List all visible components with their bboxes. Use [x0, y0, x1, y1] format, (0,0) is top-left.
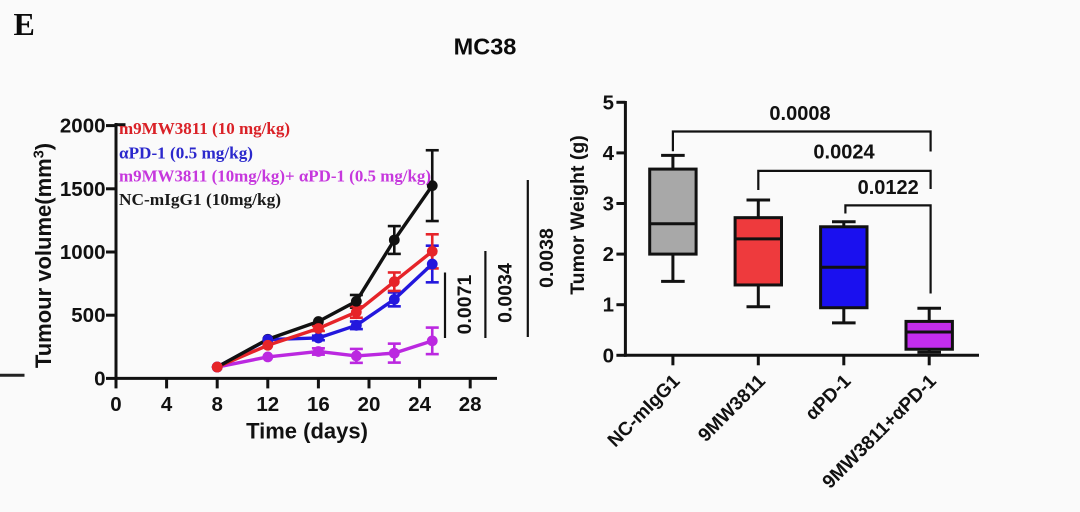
svg-text:0: 0: [110, 393, 121, 416]
svg-text:Time (days): Time (days): [246, 419, 368, 444]
svg-text:0.0122: 0.0122: [858, 177, 919, 199]
svg-text:500: 500: [71, 304, 105, 327]
svg-text:28: 28: [459, 393, 482, 416]
svg-text:αPD-1 (0.5 mg/kg): αPD-1 (0.5 mg/kg): [119, 143, 253, 162]
svg-text:4: 4: [161, 393, 173, 416]
svg-text:0: 0: [94, 367, 105, 390]
svg-text:MC38: MC38: [454, 34, 517, 60]
svg-text:3: 3: [603, 193, 614, 216]
svg-text:8: 8: [211, 393, 222, 416]
svg-text:m9MW3811 (10mg/kg)+ αPD-1 (0.5: m9MW3811 (10mg/kg)+ αPD-1 (0.5 mg/kg): [119, 167, 431, 186]
svg-text:5: 5: [603, 91, 614, 114]
svg-text:2: 2: [603, 243, 614, 266]
svg-text:0.0071: 0.0071: [454, 275, 476, 335]
svg-text:1500: 1500: [60, 178, 106, 201]
svg-text:m9MW3811 (10 mg/kg): m9MW3811 (10 mg/kg): [119, 119, 290, 138]
svg-text:4: 4: [603, 142, 615, 165]
svg-text:0.0024: 0.0024: [813, 142, 875, 164]
svg-text:1000: 1000: [60, 241, 106, 264]
svg-text:0.0008: 0.0008: [769, 103, 830, 125]
svg-text:E: E: [14, 6, 35, 42]
svg-text:12: 12: [256, 393, 279, 416]
svg-text:Tumour volume(mm3): Tumour volume(mm3): [31, 143, 56, 368]
svg-text:0.0038: 0.0038: [536, 228, 558, 288]
svg-text:24: 24: [408, 393, 431, 416]
svg-text:Tumor Weight (g): Tumor Weight (g): [567, 135, 589, 295]
svg-text:0.0034: 0.0034: [495, 263, 517, 323]
svg-text:1: 1: [603, 294, 614, 317]
svg-text:2000: 2000: [60, 115, 106, 138]
svg-text:0: 0: [603, 344, 614, 367]
svg-text:NC-mIgG1 (10mg/kg): NC-mIgG1 (10mg/kg): [119, 190, 281, 209]
svg-text:20: 20: [358, 393, 381, 416]
svg-text:16: 16: [307, 393, 330, 416]
